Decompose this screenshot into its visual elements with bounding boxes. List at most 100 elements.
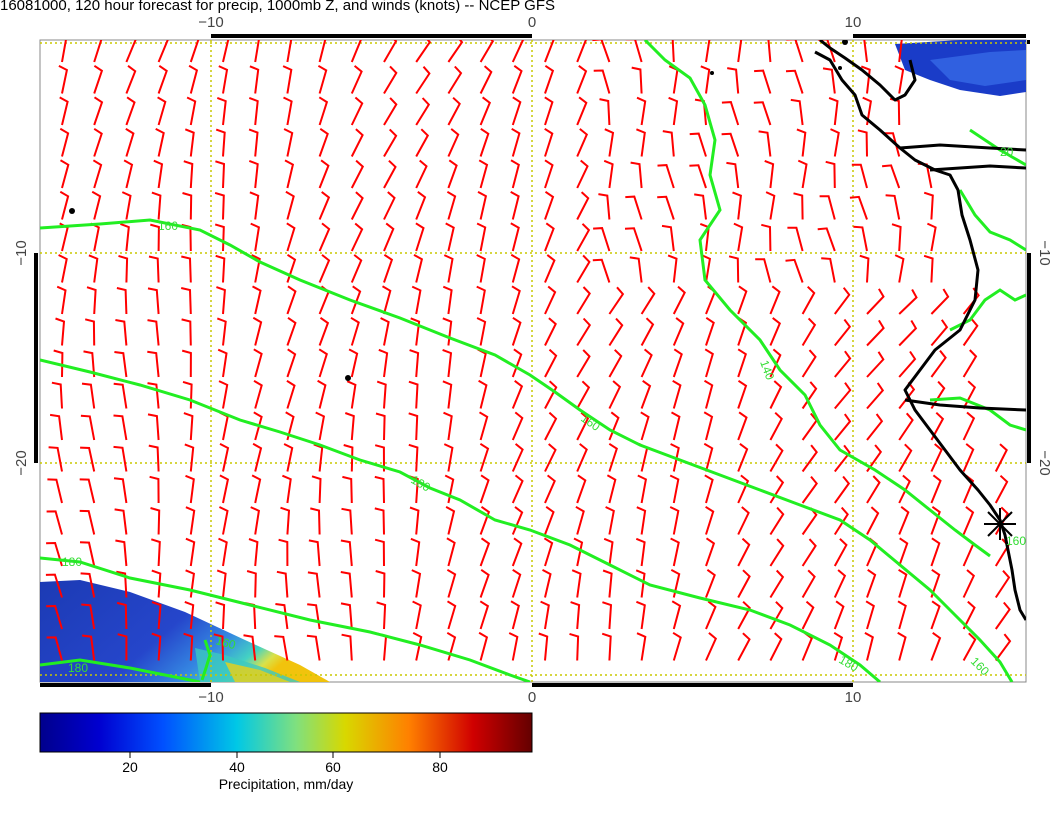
- wind-barb: [631, 66, 643, 94]
- wind-barb: [150, 538, 161, 567]
- wind-barb: [286, 285, 297, 315]
- wind-barb: [544, 285, 557, 315]
- wind-barb: [125, 40, 137, 63]
- wind-barb: [59, 96, 69, 126]
- wind-barb: [705, 505, 715, 535]
- wind-barb: [672, 317, 685, 346]
- wind-barb: [446, 190, 457, 220]
- wind-barb: [478, 411, 489, 441]
- wind-barb: [59, 222, 69, 252]
- islands: [69, 40, 848, 381]
- wind-barb: [284, 159, 295, 189]
- wind-barb: [46, 604, 63, 630]
- wind-barb: [93, 40, 103, 63]
- wind-barb: [544, 127, 554, 157]
- wind-barb: [61, 40, 67, 63]
- wind-barb: [116, 601, 128, 630]
- wind-barb: [785, 69, 804, 94]
- wind-barb: [376, 601, 387, 630]
- wind-barb: [149, 475, 160, 504]
- wind-barb: [189, 40, 200, 63]
- wind-barb: [79, 509, 96, 535]
- wind-barb: [769, 411, 783, 441]
- wind-barb: [640, 379, 652, 409]
- wind-barb: [248, 96, 259, 126]
- wind-barb: [769, 348, 782, 378]
- wind-barb: [897, 600, 907, 630]
- wind-barb: [576, 380, 591, 409]
- border-angola-namibia: [904, 398, 1026, 412]
- contour-label: 20: [1000, 145, 1014, 159]
- wind-barb: [833, 600, 845, 630]
- wind-barb: [155, 128, 165, 157]
- wind-barb: [863, 40, 868, 63]
- wind-barb: [994, 443, 1008, 472]
- wind-barb: [350, 65, 363, 94]
- contour-20-coast: [958, 189, 1026, 252]
- wind-barb: [962, 600, 976, 630]
- wind-barb: [833, 631, 844, 661]
- wind-barb: [114, 351, 128, 378]
- wind-barb: [630, 161, 643, 189]
- wind-barb: [157, 64, 168, 94]
- wind-barb: [721, 101, 740, 126]
- wind-barb: [962, 443, 975, 472]
- wind-barb: [318, 127, 329, 157]
- wind-barb: [114, 508, 128, 535]
- wind-barb: [670, 443, 680, 472]
- wind-barb: [825, 160, 836, 189]
- wind-barb: [636, 632, 647, 661]
- wind-barb: [694, 193, 707, 220]
- wind-barb: [898, 537, 909, 567]
- wind-barb: [415, 40, 432, 63]
- wind-barb: [592, 258, 611, 283]
- wind-barb: [183, 160, 194, 189]
- wind-barb: [185, 506, 196, 535]
- wind-barb: [181, 255, 192, 283]
- wind-barb: [624, 227, 643, 252]
- wind-barb: [286, 222, 296, 252]
- wind-barb: [608, 286, 625, 315]
- wind-barb: [576, 443, 588, 472]
- wind-barb: [374, 475, 385, 504]
- wind-barb: [703, 442, 714, 472]
- wind-barb: [148, 444, 160, 472]
- wind-barb: [542, 569, 552, 598]
- wind-barb: [150, 507, 161, 535]
- wind-barb: [249, 191, 260, 220]
- wind-barb: [866, 506, 880, 535]
- wind-barb: [962, 506, 975, 535]
- colorbar-tick: 60: [325, 759, 341, 775]
- wind-barb: [285, 411, 295, 441]
- wind-barb: [117, 633, 128, 661]
- wind-barb: [573, 537, 584, 567]
- wind-barb: [930, 319, 949, 347]
- wind-barb: [544, 159, 554, 189]
- wind-barb: [930, 288, 950, 315]
- wind-barb: [576, 223, 591, 252]
- wind-barb: [962, 318, 979, 347]
- wind-barb: [576, 411, 590, 441]
- wind-barb: [215, 254, 226, 283]
- contour-label: 140: [757, 358, 777, 382]
- wind-barb: [705, 40, 711, 63]
- wind-barb: [930, 349, 947, 378]
- wind-barb: [116, 570, 128, 598]
- wind-barb: [147, 413, 160, 441]
- wind-barb: [318, 316, 330, 346]
- wind-barb: [704, 348, 714, 378]
- wind-barb: [318, 159, 330, 189]
- wind-barb: [576, 474, 587, 504]
- wind-barb: [185, 474, 195, 504]
- colorbar-tick: 80: [432, 759, 448, 775]
- wind-barb: [866, 444, 883, 473]
- wind-barb: [118, 254, 129, 283]
- wind-barb: [317, 64, 328, 94]
- wind-barb: [994, 570, 1011, 599]
- wind-barb: [251, 474, 262, 504]
- wind-barb: [415, 222, 425, 252]
- wind-barb: [408, 443, 419, 472]
- wind-barb: [318, 222, 331, 252]
- wind-barb: [606, 474, 617, 504]
- wind-barb: [728, 255, 740, 283]
